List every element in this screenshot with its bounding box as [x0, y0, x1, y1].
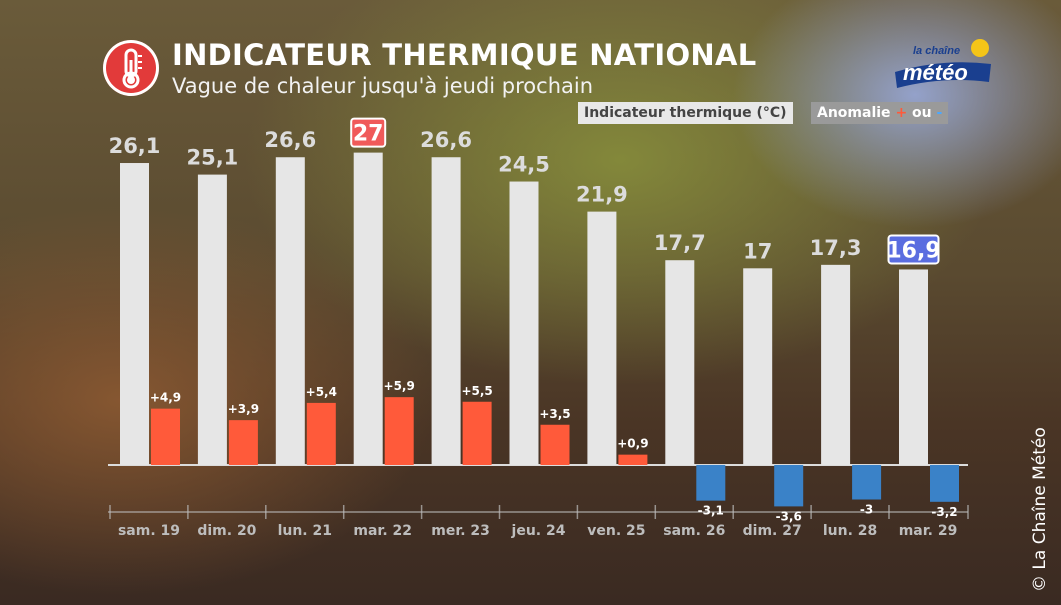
- temp-label: 17: [743, 239, 772, 263]
- anomaly-bar: [696, 465, 726, 501]
- temp-label: 27: [353, 122, 384, 147]
- legend-thermal: Indicateur thermique (°C): [578, 102, 793, 124]
- legend-anomaly: Anomalie + ou -: [811, 102, 949, 124]
- x-tick-label: dim. 20: [197, 523, 256, 539]
- copyright-text: © La Chaîne Météo: [1030, 427, 1050, 592]
- temp-bar: [275, 157, 305, 465]
- temp-bar: [899, 269, 928, 465]
- temp-bar: [665, 260, 695, 465]
- legend-plus: +: [895, 105, 908, 121]
- legend-thermal-label: Indicateur thermique (°C): [584, 105, 787, 121]
- temp-label: 24,5: [498, 153, 550, 177]
- x-tick-label: mar. 22: [353, 523, 412, 539]
- anomaly-label: +5,4: [306, 385, 337, 399]
- temp-label: 26,6: [264, 128, 316, 152]
- temp-label: 26,6: [420, 128, 472, 152]
- logo-line1: la chaîne: [913, 45, 960, 57]
- anomaly-bar: [384, 397, 414, 465]
- anomaly-bar: [852, 465, 882, 500]
- temp-bar: [431, 157, 461, 465]
- anomaly-bar: [462, 401, 492, 465]
- temp-label: 25,1: [186, 146, 238, 170]
- anomaly-bar: [151, 408, 180, 465]
- temp-bar: [509, 181, 539, 465]
- logo-line2: météo: [903, 60, 968, 85]
- temp-bar: [353, 152, 383, 466]
- legend-anomaly-label: Anomalie: [817, 105, 891, 121]
- temp-bar: [587, 211, 617, 465]
- temp-bar: [821, 264, 851, 465]
- temp-bar: [743, 268, 773, 465]
- anomaly-label: +3,9: [228, 402, 259, 416]
- highlight-badge: [350, 117, 387, 148]
- x-tick-label: sam. 19: [118, 523, 180, 539]
- x-tick-label: lun. 21: [278, 523, 332, 539]
- anomaly-bar: [228, 420, 258, 465]
- anomaly-bar: [774, 465, 804, 507]
- x-tick-label: ven. 25: [587, 523, 645, 539]
- anomaly-bar: [930, 465, 959, 502]
- legend-minus: -: [936, 105, 943, 121]
- anomaly-label: -3,1: [698, 504, 724, 518]
- temp-label: 16,9: [886, 238, 940, 263]
- temp-label: 26,1: [109, 134, 161, 158]
- anomaly-label: -3: [860, 503, 873, 517]
- anomaly-label: -3,6: [776, 509, 802, 523]
- temp-bar: [197, 174, 227, 465]
- anomaly-bar: [306, 402, 336, 465]
- temp-label: 17,3: [810, 236, 862, 260]
- anomaly-label: -3,2: [931, 505, 957, 519]
- temp-label: 17,7: [654, 231, 706, 255]
- temp-bar: [120, 163, 149, 465]
- temp-label: 21,9: [576, 183, 628, 207]
- anomaly-label: +3,5: [539, 407, 570, 421]
- x-tick-label: sam. 26: [663, 523, 725, 539]
- highlight-badge: [887, 234, 940, 265]
- x-tick-label: mar. 29: [899, 523, 958, 539]
- x-tick-label: mer. 23: [431, 523, 490, 539]
- x-tick-label: lun. 28: [823, 523, 877, 539]
- la-chaine-meteo-logo: la chaîne météo: [893, 38, 993, 90]
- anomaly-label: +4,9: [150, 391, 181, 405]
- anomaly-bar: [540, 424, 570, 465]
- anomaly-label: +5,5: [461, 384, 492, 398]
- legend-or: ou: [912, 105, 932, 121]
- chart-subtitle: Vague de chaleur jusqu'à jeudi prochain: [172, 74, 594, 98]
- x-tick-label: jeu. 24: [511, 523, 566, 539]
- anomaly-bar: [618, 454, 648, 465]
- anomaly-label: +0,9: [617, 437, 648, 451]
- anomaly-label: +5,9: [384, 379, 415, 393]
- x-tick-label: dim. 27: [743, 523, 802, 539]
- chart-title: INDICATEUR THERMIQUE NATIONAL: [172, 38, 757, 72]
- thermometer-icon: [103, 40, 159, 96]
